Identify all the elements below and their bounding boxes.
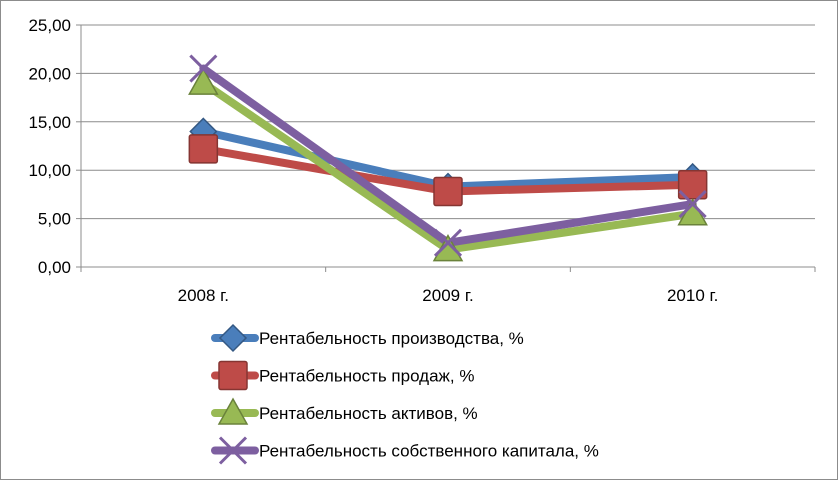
x-tick-labels: 2008 г. 2009 г. 2010 г. <box>178 286 719 305</box>
legend-marker <box>217 397 249 425</box>
series-lines <box>188 54 708 262</box>
legend-item: Рентабельность собственного капитала, % <box>211 436 599 465</box>
y-tick-labels: 0,00 5,00 10,00 15,00 20,00 25,00 <box>28 16 71 277</box>
data-point-series-2 <box>433 176 463 207</box>
x-tick-label: 2008 г. <box>178 286 229 305</box>
legend-marker <box>218 323 248 353</box>
series-line-4 <box>199 64 697 247</box>
legend-item: Рентабельность активов, % <box>211 397 478 425</box>
legend-label: Рентабельность продаж, % <box>259 367 474 386</box>
data-point-series-4 <box>189 54 218 83</box>
data-point-series-2 <box>188 134 219 164</box>
legend: Рентабельность производства, % Рентабельн… <box>211 323 599 465</box>
data-point-series-3 <box>188 67 219 95</box>
data-point-series-4 <box>433 228 463 257</box>
legend-marker <box>218 436 248 465</box>
y-tick-label: 10,00 <box>28 161 71 180</box>
legend-marker <box>218 360 248 391</box>
y-tick-label: 5,00 <box>38 210 71 229</box>
x-tick-label: 2009 г. <box>422 286 473 305</box>
legend-item: Рентабельность производства, % <box>211 323 524 353</box>
y-tick-label: 0,00 <box>38 258 71 277</box>
series-line-3 <box>199 79 697 254</box>
data-point-series-4 <box>678 190 707 219</box>
x-tick-label: 2010 г. <box>667 286 718 305</box>
axes <box>76 24 816 272</box>
legend-label: Рентабельность активов, % <box>259 404 478 423</box>
y-tick-label: 15,00 <box>28 113 71 132</box>
y-tick-label: 25,00 <box>28 16 71 35</box>
y-tick-label: 20,00 <box>28 64 71 83</box>
legend-item: Рентабельность продаж, % <box>211 360 474 391</box>
legend-label: Рентабельность собственного капитала, % <box>259 442 599 461</box>
legend-label: Рентабельность производства, % <box>259 329 524 348</box>
